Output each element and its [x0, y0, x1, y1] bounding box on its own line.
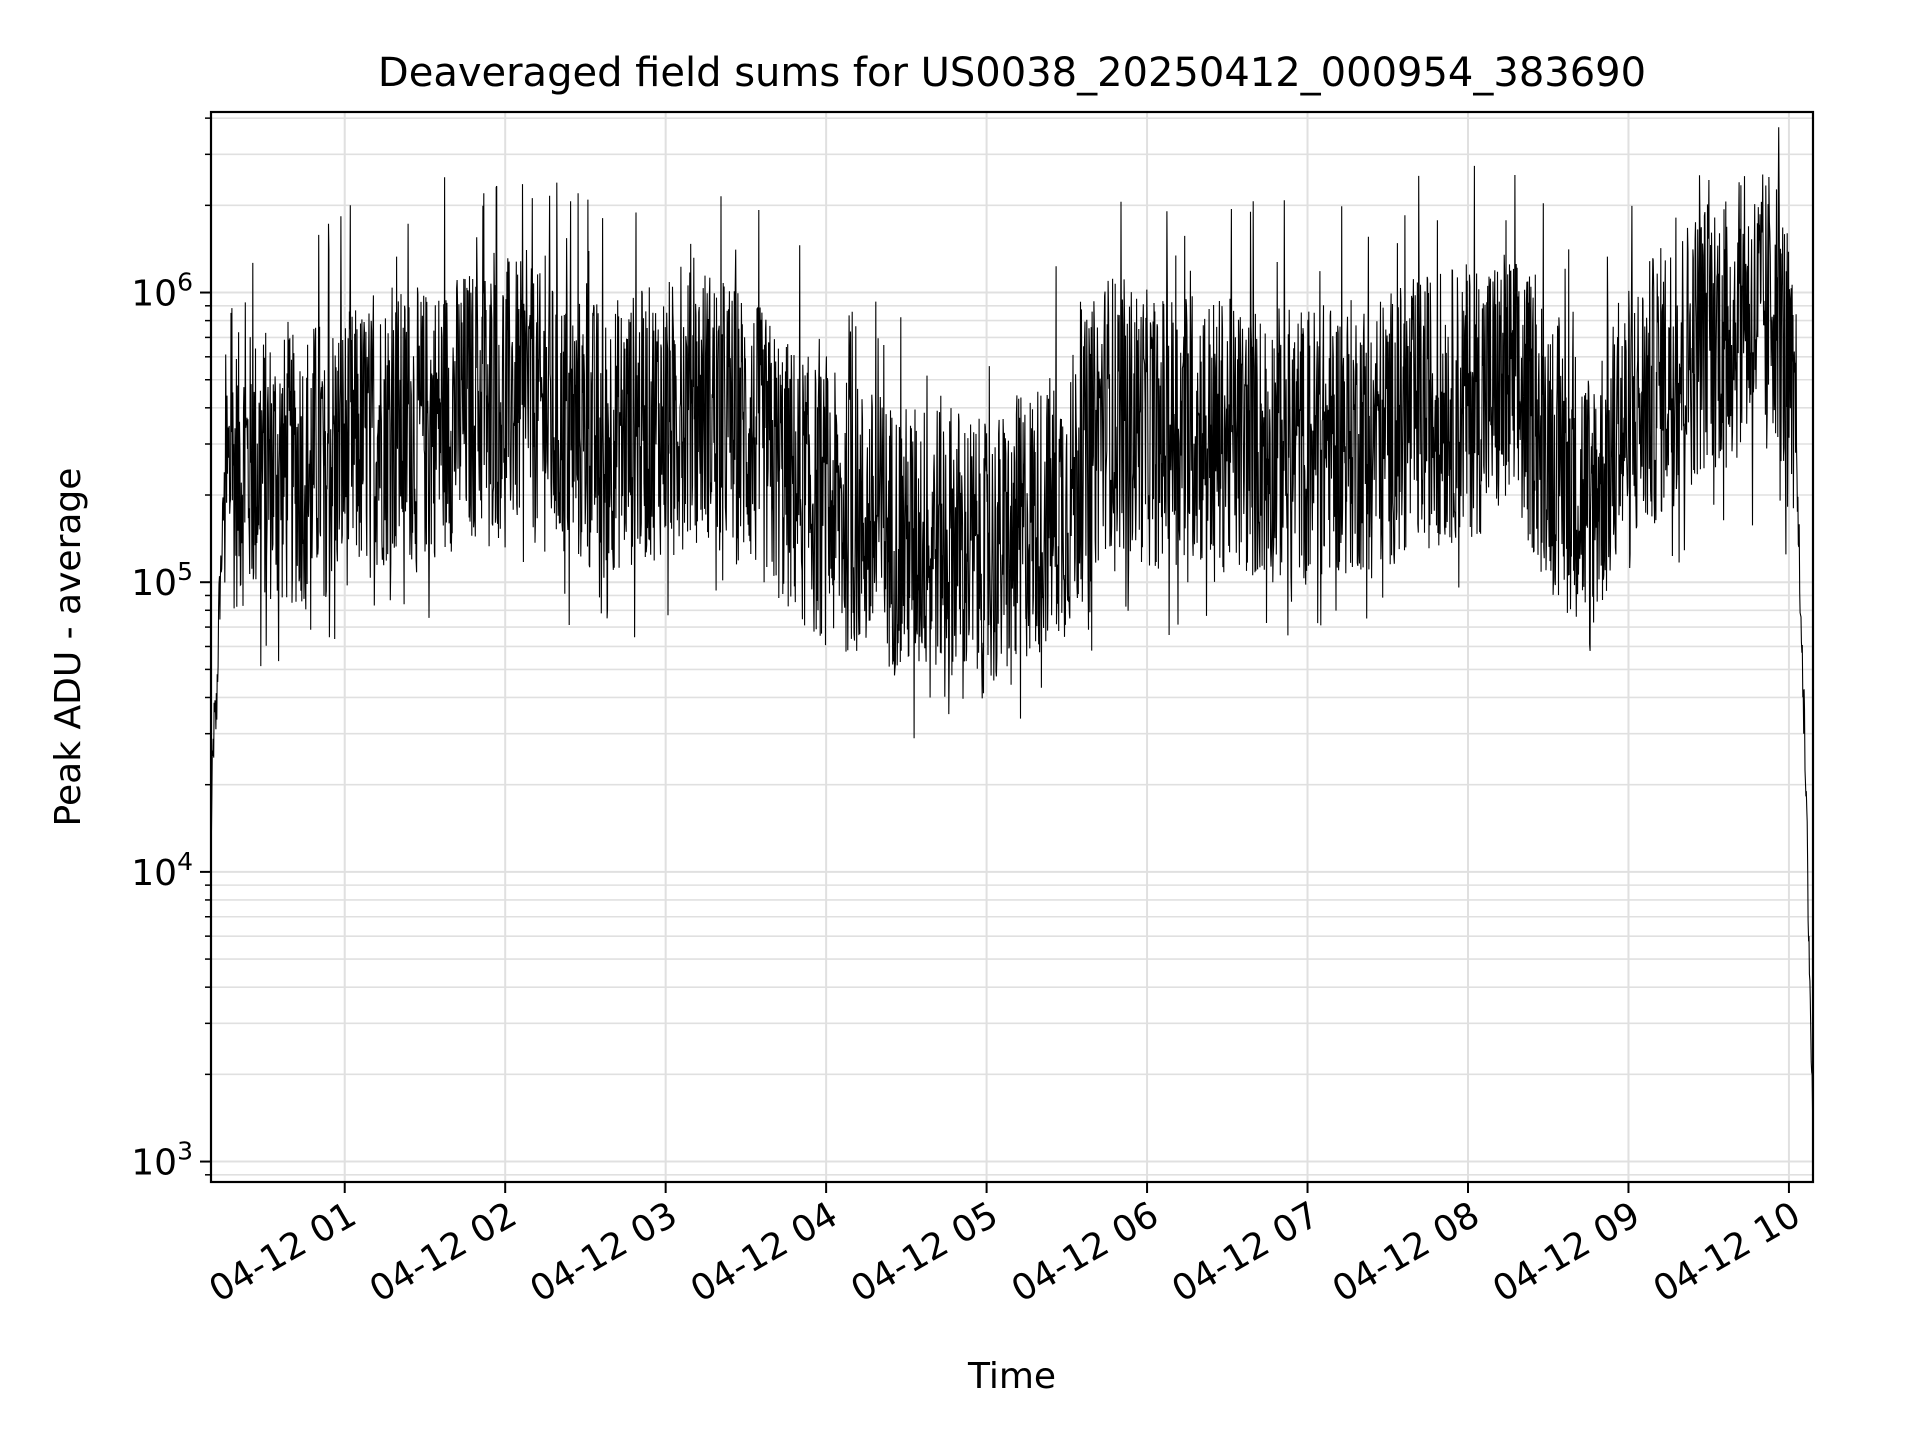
y-axis-label: Peak ADU - average [48, 468, 89, 827]
plot-area [211, 127, 1813, 1163]
chart-title: Deaveraged field sums for US0038_2025041… [378, 50, 1646, 96]
x-axis-label: Time [967, 1356, 1056, 1397]
y-tick-label: 106 [131, 268, 193, 315]
series-line [211, 127, 1813, 1163]
y-tick-label: 104 [131, 847, 193, 894]
y-axis: 103 104 105 106 [131, 117, 211, 1184]
y-tick-label: 103 [131, 1137, 193, 1184]
y-tick-label: 105 [131, 557, 193, 604]
